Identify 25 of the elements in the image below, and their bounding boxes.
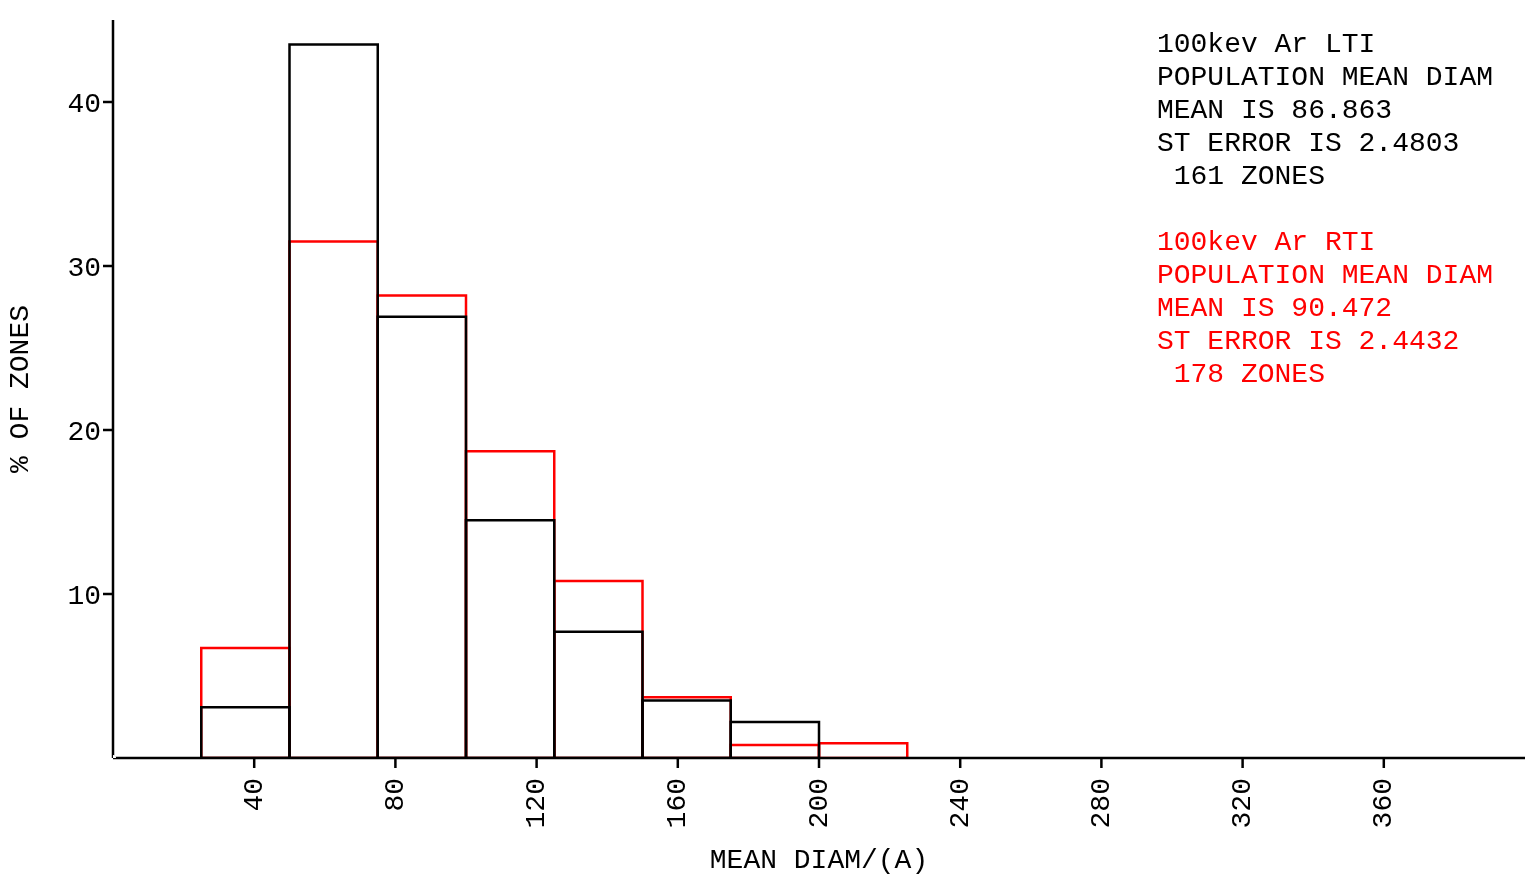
x-tick-label: 80 — [379, 778, 411, 812]
text: 100kev Ar RTI — [1156, 226, 1377, 259]
x-tick-label: 40 — [238, 778, 270, 812]
text: 100kev Ar LTI — [1156, 28, 1377, 61]
x-tick-label: 320 — [1227, 778, 1259, 829]
x-tick-label: 120 — [521, 778, 553, 829]
annotation: ST ERROR IS 2.4432 — [1156, 325, 1461, 358]
annotation: POPULATION MEAN DIAM — [1156, 61, 1493, 94]
annotation: 178 ZONES — [1172, 358, 1326, 391]
y-tick-label: 30 — [67, 252, 101, 284]
annotation: POPULATION MEAN DIAM — [1156, 259, 1493, 292]
x-tick-label: 200 — [803, 778, 835, 829]
y-tick-label: 10 — [67, 580, 101, 612]
y-tick-label: 40 — [67, 88, 101, 120]
x-axis-title: MEAN DIAM/(A) — [709, 845, 929, 876]
annotation: MEAN IS 90.472 — [1156, 292, 1394, 325]
x-tick-label: 240 — [944, 778, 976, 829]
annotation: ST ERROR IS 2.4803 — [1156, 127, 1461, 160]
annotation: 161 ZONES — [1172, 160, 1326, 193]
x-tick-label: 160 — [662, 778, 694, 829]
y-axis-title: % OF ZONES — [4, 304, 36, 474]
y-tick-label: 20 — [67, 416, 101, 448]
annotation: MEAN IS 86.863 — [1156, 94, 1394, 127]
x-tick-label: 280 — [1085, 778, 1117, 829]
x-tick-label: 360 — [1368, 778, 1400, 829]
